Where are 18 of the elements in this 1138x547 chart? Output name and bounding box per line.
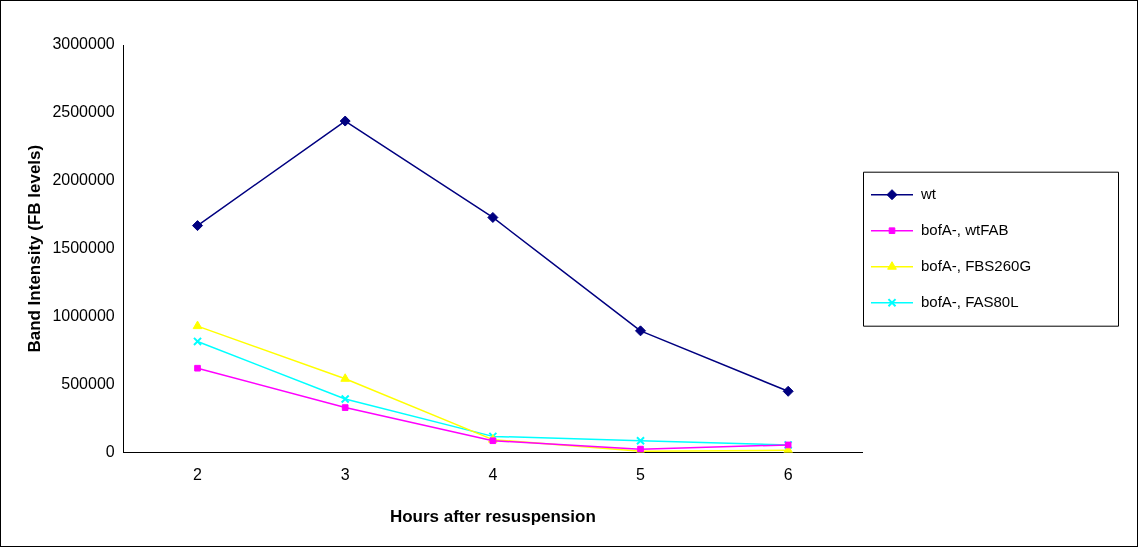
y-tick-label: 2500000: [52, 103, 115, 121]
x-tick-label: 5: [636, 466, 646, 484]
y-tick-label: 500000: [61, 374, 115, 392]
legend-label: bofA-, wtFAB: [921, 220, 1009, 238]
y-axis-title: Band Intensity (FB levels): [24, 144, 44, 353]
y-tick-label: 0: [105, 442, 115, 460]
legend-label: bofA-, FAS80L: [921, 292, 1019, 310]
legend-label: wt: [920, 184, 937, 202]
y-tick-label: 1500000: [52, 239, 115, 257]
x-axis-title: Hours after resuspension: [389, 507, 596, 527]
y-tick-label: 3000000: [52, 35, 115, 53]
y-tick-label: 1000000: [52, 307, 115, 325]
x-tick-label: 3: [340, 466, 350, 484]
y-tick-label: 2000000: [52, 171, 115, 189]
x-tick-label: 4: [488, 466, 498, 484]
x-tick-label: 6: [783, 466, 793, 484]
x-tick-label: 2: [193, 466, 203, 484]
legend-label: bofA-, FBS260G: [921, 256, 1032, 274]
